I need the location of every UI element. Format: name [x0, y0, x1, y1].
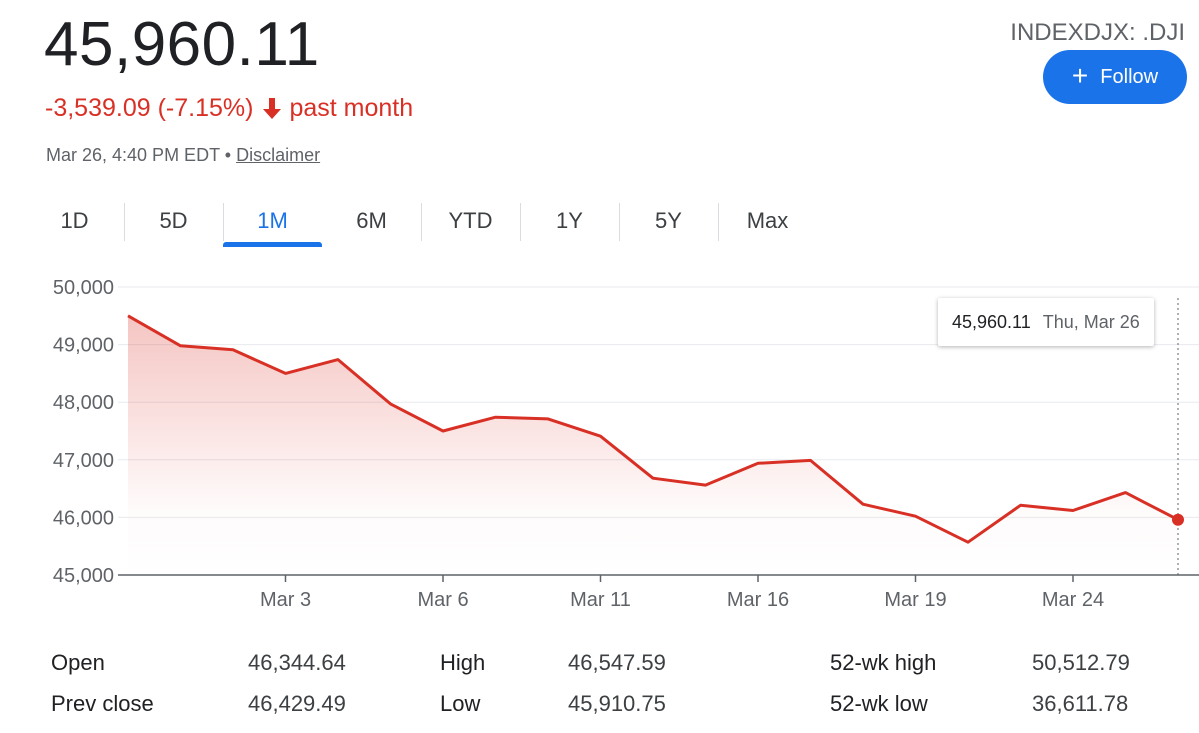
stats-row: Open 46,344.64 High 46,547.59 52-wk high… — [0, 650, 1199, 682]
price-change: -3,539.09 (-7.15%) past month — [45, 92, 413, 124]
x-tick-label: Mar 24 — [1042, 589, 1104, 611]
x-tick-label: Mar 3 — [260, 589, 311, 611]
tab-label: 1D — [60, 208, 89, 233]
x-tick-label: Mar 16 — [727, 589, 789, 611]
current-price: 45,960.11 — [44, 10, 320, 79]
tab-ytd[interactable]: YTD — [421, 199, 520, 243]
change-period: past month — [289, 94, 414, 122]
tab-6m[interactable]: 6M — [322, 199, 421, 243]
x-tick-label: Mar 11 — [570, 589, 631, 611]
stat-label-low: Low — [440, 691, 481, 716]
stat-label-open: Open — [51, 650, 105, 675]
tab-5d[interactable]: 5D — [124, 199, 223, 243]
stat-label-prev-close: Prev close — [51, 691, 154, 716]
change-amount: -3,539.09 (-7.15%) — [45, 94, 254, 122]
price-chart[interactable]: 50,000 49,000 48,000 47,000 46,000 45,000 Mar… — [0, 260, 1199, 620]
stat-label-high: High — [440, 650, 486, 675]
disclaimer-link[interactable]: Disclaimer — [236, 145, 321, 165]
tab-1m[interactable]: 1M — [223, 199, 322, 247]
stat-value-open: 46,344.64 — [248, 650, 346, 675]
y-tick-label: 46,000 — [53, 507, 114, 529]
tooltip-date: Thu, Mar 26 — [1042, 311, 1140, 332]
tab-1d[interactable]: 1D — [25, 199, 124, 243]
x-tick-label: Mar 19 — [884, 589, 946, 611]
arrow-down-icon — [261, 96, 283, 120]
tab-1y[interactable]: 1Y — [520, 199, 619, 243]
plus-icon: + — [1071, 59, 1089, 91]
y-tick-label: 45,000 — [53, 565, 114, 587]
tab-max[interactable]: Max — [718, 199, 817, 243]
ticker-symbol: INDEXDJX: .DJI — [1010, 19, 1185, 46]
price-line — [127, 314, 1179, 544]
y-axis: 50,000 49,000 48,000 47,000 46,000 45,000 — [53, 277, 114, 587]
stats-row: Prev close 46,429.49 Low 45,910.75 52-wk… — [0, 691, 1199, 723]
current-price-dot — [1172, 513, 1184, 526]
tab-label: YTD — [448, 208, 493, 233]
tab-label: 1Y — [556, 208, 583, 233]
y-tick-label: 50,000 — [53, 277, 114, 299]
stat-value-52wk-high: 50,512.79 — [1032, 650, 1130, 675]
tab-label: 6M — [356, 208, 387, 233]
tab-label: 5Y — [655, 208, 682, 233]
tab-label: 1M — [257, 208, 288, 233]
stat-value-high: 46,547.59 — [568, 650, 666, 675]
stat-label-52wk-low: 52-wk low — [830, 691, 928, 716]
x-tick-label: Mar 6 — [417, 589, 468, 611]
stat-label-52wk-high: 52-wk high — [830, 650, 937, 675]
y-tick-label: 47,000 — [53, 450, 114, 472]
chart-tooltip: 45,960.11 Thu, Mar 26 — [938, 298, 1154, 346]
y-tick-label: 48,000 — [53, 392, 114, 414]
time-range-tabs: 1D 5D 1M 6M YTD 1Y 5Y Max — [25, 199, 817, 249]
tab-label: 5D — [159, 208, 188, 233]
x-axis: Mar 3 Mar 6 Mar 11 Mar 16 Mar 19 Mar 24 — [260, 575, 1104, 611]
price-area — [128, 315, 1178, 575]
tab-5y[interactable]: 5Y — [619, 199, 718, 243]
quote-timestamp-line: Mar 26, 4:40 PM EDT • Disclaimer — [46, 143, 320, 167]
follow-label: Follow — [1100, 65, 1159, 88]
tooltip-value: 45,960.11 — [952, 311, 1031, 332]
stat-value-prev-close: 46,429.49 — [248, 691, 346, 716]
separator: • — [224, 145, 232, 165]
timestamp: Mar 26, 4:40 PM EDT — [46, 145, 220, 165]
stat-value-low: 45,910.75 — [568, 691, 666, 716]
follow-button[interactable]: + Follow — [1043, 50, 1187, 104]
stat-value-52wk-low: 36,611.78 — [1032, 691, 1129, 716]
tab-label: Max — [746, 208, 789, 233]
y-tick-label: 49,000 — [53, 335, 114, 357]
